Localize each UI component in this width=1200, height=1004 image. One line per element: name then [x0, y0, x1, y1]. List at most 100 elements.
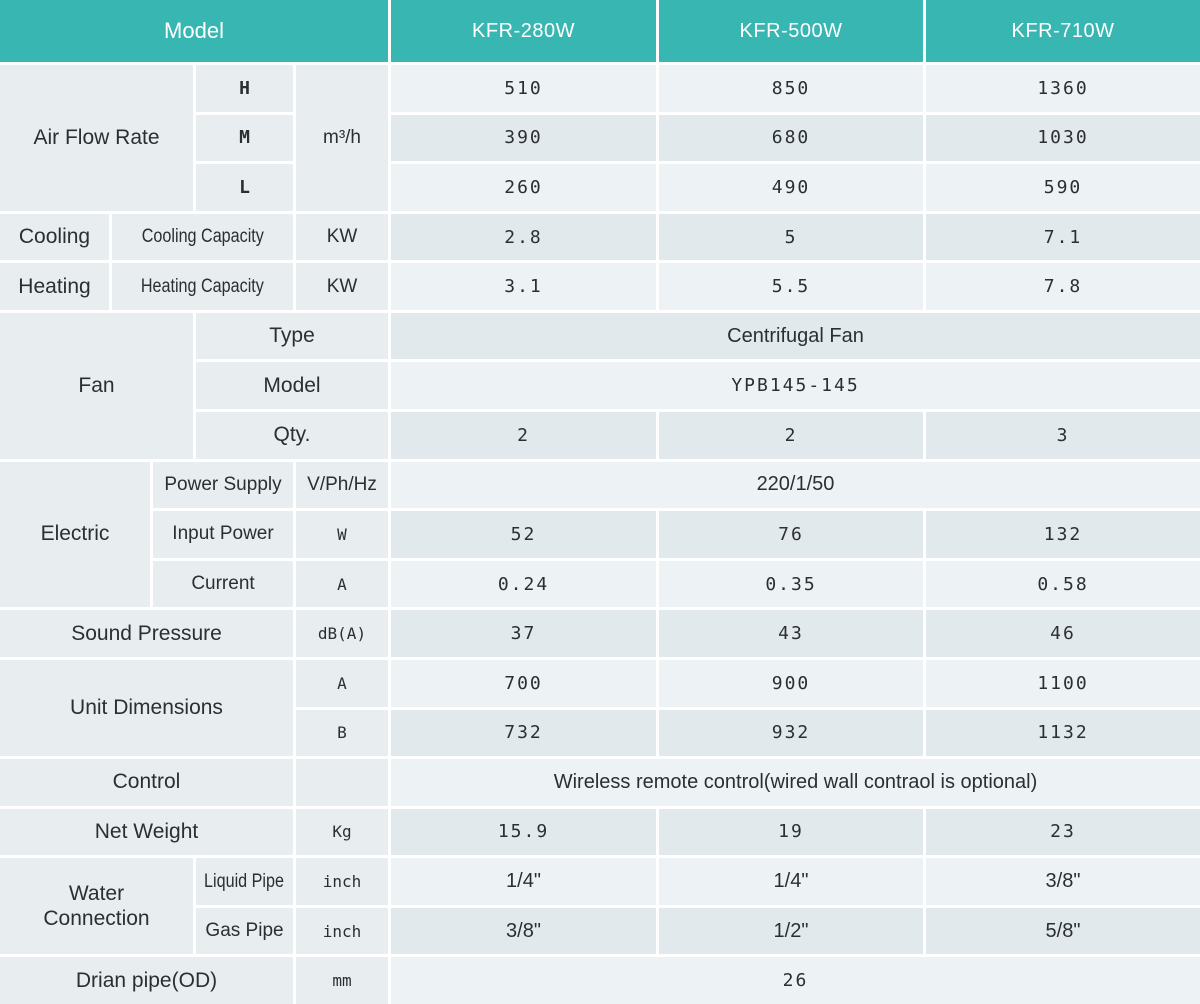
value-cell: 52: [391, 511, 656, 558]
value-cell-text: 700: [504, 672, 543, 694]
value-cell: 3: [926, 412, 1200, 459]
model-column-header-text: KFR-280W: [472, 19, 575, 42]
unit-cell-text: m³/h: [323, 126, 361, 148]
unit-cell-text: mm: [332, 971, 352, 991]
value-cell: 510: [391, 65, 656, 112]
group-label-cell-text: Electric: [40, 522, 110, 546]
value-cell: 0.35: [659, 560, 923, 608]
sub-label-cell: Current: [153, 560, 293, 608]
group-label-cell: Heating: [0, 263, 109, 310]
sub-label-cell: Qty.: [196, 412, 388, 459]
group-label-cell-text: Fan: [78, 373, 115, 397]
value-cell: 19: [659, 808, 923, 856]
unit-cell: KW: [296, 213, 388, 261]
unit-cell: inch: [296, 858, 388, 905]
value-cell: 5.5: [659, 263, 923, 310]
group-label-cell: Control: [0, 759, 293, 806]
unit-cell-text: inch: [322, 921, 362, 941]
value-cell-text: 510: [504, 77, 543, 99]
value-cell-text: 732: [504, 722, 543, 744]
unit-cell-text: Kg: [332, 822, 352, 842]
group-label-cell-text: Control: [112, 770, 181, 794]
group-label-cell-text: Sound Pressure: [71, 621, 222, 645]
value-cell-text: 390: [504, 127, 543, 149]
sub-label-cell-text: H: [239, 77, 250, 99]
value-cell-text: 3/8": [506, 919, 541, 942]
value-cell: 1/2": [659, 907, 923, 955]
sub-label-cell-text: Liquid Pipe: [204, 870, 285, 892]
value-cell-text: 76: [778, 523, 804, 545]
unit-cell: V/Ph/Hz: [296, 461, 388, 509]
value-cell: 23: [926, 808, 1200, 856]
unit-cell: inch: [296, 907, 388, 955]
value-cell-text: 850: [771, 77, 811, 99]
value-cell-text: 23: [1050, 821, 1076, 843]
sub-label-cell: Cooling Capacity: [112, 213, 293, 261]
value-cell: 590: [926, 164, 1200, 211]
sub-label-cell-text: Model: [263, 373, 321, 397]
value-cell: 5: [659, 213, 923, 261]
sub-label-cell-text: Heating Capacity: [140, 275, 264, 297]
value-cell-text: 0.58: [1037, 573, 1089, 595]
value-span-cell: Wireless remote control(wired wall contr…: [391, 759, 1200, 806]
unit-cell-text: B: [337, 723, 347, 743]
model-column-header-text: KFR-500W: [739, 19, 843, 42]
value-cell-text: 1/4": [506, 870, 541, 893]
value-cell-text: 2: [784, 424, 798, 446]
value-cell: 1100: [926, 659, 1200, 707]
value-cell-text: 260: [504, 176, 543, 198]
model-column-header: KFR-280W: [391, 0, 656, 62]
value-cell: 700: [391, 659, 656, 707]
value-span-cell-text: 220/1/50: [756, 473, 835, 496]
value-span-cell: 220/1/50: [391, 461, 1200, 509]
value-cell: 37: [391, 610, 656, 657]
sub-label-cell: Heating Capacity: [112, 263, 293, 310]
group-label-cell-text: Water Connection: [43, 882, 150, 931]
sub-label-cell-text: Qty.: [273, 423, 311, 447]
value-cell-text: 490: [771, 176, 811, 198]
value-span-cell: YPB145-145: [391, 362, 1200, 410]
group-label-cell: Net Weight: [0, 808, 293, 856]
unit-cell-text: KW: [326, 226, 358, 248]
value-cell-text: 1/2": [773, 919, 809, 942]
value-cell-text: 1132: [1037, 722, 1089, 744]
value-cell-text: 3/8": [1045, 870, 1081, 893]
value-cell: 390: [391, 114, 656, 162]
value-cell: 1030: [926, 114, 1200, 162]
value-cell: 5/8": [926, 907, 1200, 955]
group-label-cell-text: Unit Dimensions: [70, 696, 223, 720]
sub-label-cell: H: [196, 65, 293, 112]
unit-cell: mm: [296, 957, 388, 1004]
value-cell: 132: [926, 511, 1200, 558]
value-cell: 2: [659, 412, 923, 459]
unit-cell: KW: [296, 263, 388, 310]
value-cell-text: 590: [1043, 176, 1083, 198]
value-span-cell-text: Wireless remote control(wired wall contr…: [553, 770, 1038, 793]
value-cell-text: 5/8": [1045, 919, 1081, 942]
sub-label-cell-text: Cooling Capacity: [141, 226, 264, 248]
value-cell-text: 1100: [1037, 672, 1089, 694]
sub-label-cell: Model: [196, 362, 388, 410]
value-cell-text: 1030: [1037, 127, 1089, 149]
unit-cell-text: dB(A): [317, 624, 367, 644]
value-cell-text: 132: [1043, 523, 1083, 545]
sub-label-cell: Input Power: [153, 511, 293, 558]
value-cell-text: 0.35: [765, 573, 817, 595]
value-cell: 680: [659, 114, 923, 162]
value-cell: 76: [659, 511, 923, 558]
value-cell: 0.24: [391, 560, 656, 608]
unit-cell: m³/h: [296, 65, 388, 211]
sub-label-cell-text: L: [239, 176, 250, 198]
value-cell-text: 2: [517, 424, 530, 446]
group-label-cell: Unit Dimensions: [0, 659, 293, 757]
sub-label-cell: Liquid Pipe: [196, 858, 293, 905]
unit-cell-text: KW: [326, 275, 358, 297]
value-cell-text: 3.1: [504, 276, 543, 298]
value-cell: 1132: [926, 709, 1200, 757]
sub-label-cell: M: [196, 114, 293, 162]
group-label-cell: Electric: [0, 461, 150, 608]
value-cell: 1/4": [659, 858, 923, 905]
value-cell: 3/8": [926, 858, 1200, 905]
value-cell-text: 52: [510, 523, 537, 545]
